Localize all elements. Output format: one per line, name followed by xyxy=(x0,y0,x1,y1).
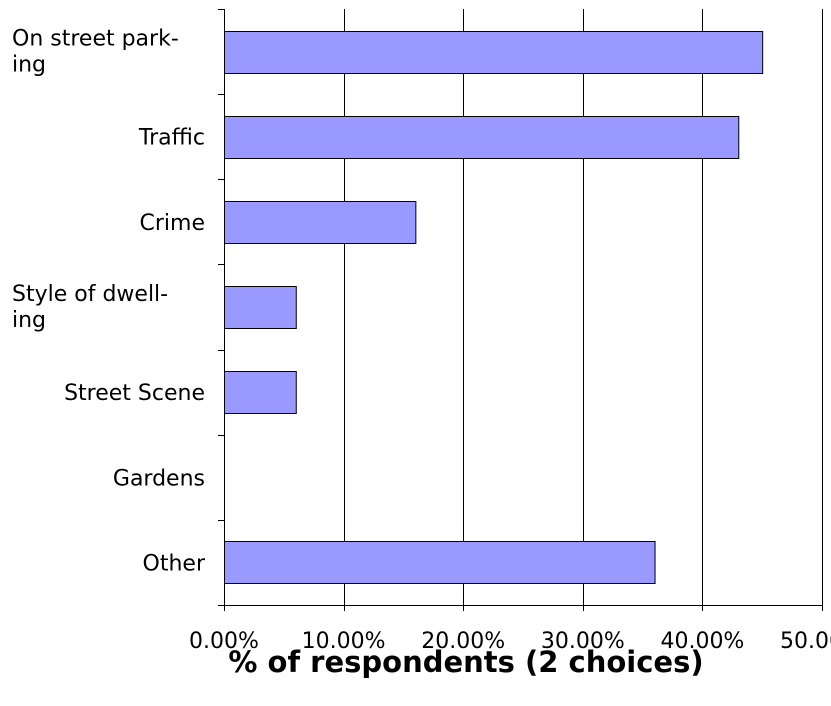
category-label: Gardens xyxy=(113,466,205,491)
category-label: Style of dwell-ing xyxy=(12,282,168,333)
bars xyxy=(224,31,764,584)
category-label: Crime xyxy=(140,211,205,236)
x-tick-label: 10.00% xyxy=(302,629,386,654)
category-label: On street park-ing xyxy=(12,27,179,78)
category-label: Traffic xyxy=(138,126,205,151)
category-label: Street Scene xyxy=(64,381,205,406)
x-tick-label: 30.00% xyxy=(541,629,625,654)
x-tick-labels: 0.00% 10.00% 20.00% 30.00% 40.00% 50.00% xyxy=(189,629,831,654)
gridlines xyxy=(344,9,823,605)
bar xyxy=(224,541,656,584)
bar xyxy=(224,116,740,159)
x-tick-label: 40.00% xyxy=(660,629,744,654)
x-tick-label: 0.00% xyxy=(189,629,259,654)
bar xyxy=(224,31,764,74)
x-tick-label: 50.00% xyxy=(780,629,831,654)
bar xyxy=(224,201,417,244)
x-axis-title: % of respondents (2 choices) xyxy=(228,645,703,679)
category-label: Other xyxy=(143,551,206,576)
x-tick-label: 20.00% xyxy=(421,629,505,654)
bar xyxy=(224,371,297,414)
axes xyxy=(218,9,823,611)
bar xyxy=(224,286,297,329)
category-labels: On street park-ing Traffic Crime Style of d… xyxy=(12,27,206,577)
